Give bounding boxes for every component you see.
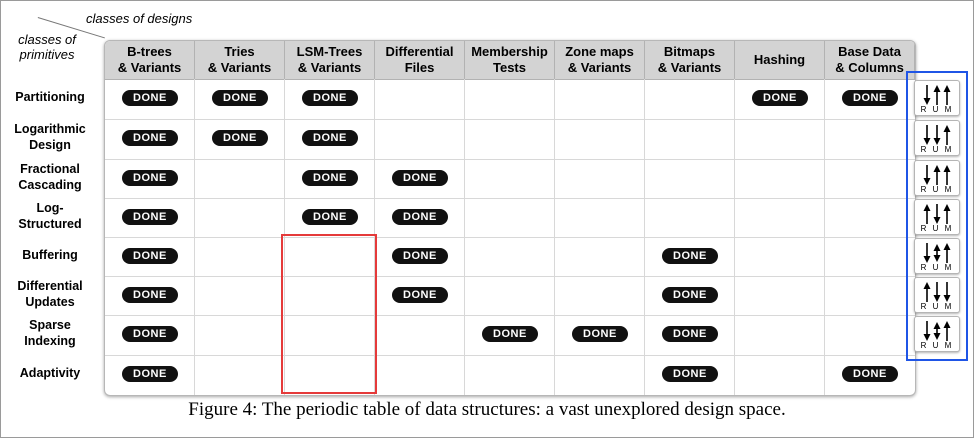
rum-arrows-icon — [923, 85, 951, 105]
row-label: Fractional Cascading — [18, 161, 82, 192]
done-badge: DONE — [662, 326, 718, 342]
row-label: Buffering — [22, 247, 78, 262]
done-badge: DONE — [572, 326, 628, 342]
rum-arrows-icon — [923, 243, 951, 263]
done-badge: DONE — [662, 287, 718, 303]
row-divider — [105, 355, 915, 356]
done-badge: DONE — [392, 209, 448, 225]
rum-indicator: R U M — [914, 316, 960, 352]
rum-indicator: R U M — [914, 199, 960, 235]
row-divider — [105, 315, 915, 316]
lsm-highlight-box — [281, 234, 377, 394]
rum-arrows-icon — [923, 125, 951, 145]
done-badge: DONE — [122, 248, 178, 264]
row-divider — [105, 159, 915, 160]
rum-letters: R U M — [920, 341, 954, 350]
done-badge: DONE — [842, 366, 898, 382]
rum-indicator: R U M — [914, 277, 960, 313]
done-badge: DONE — [122, 209, 178, 225]
rum-indicator: R U M — [914, 120, 960, 156]
rum-letters: R U M — [920, 224, 954, 233]
corner-top-label: classes of designs — [86, 11, 193, 26]
rum-arrows-icon — [923, 165, 951, 185]
row-label: Partitioning — [15, 90, 85, 104]
done-badge: DONE — [842, 90, 898, 106]
rum-letters: R U M — [920, 105, 954, 114]
done-badge: DONE — [122, 90, 178, 106]
column-header: Base Data & Columns — [825, 41, 915, 80]
done-badge: DONE — [392, 287, 448, 303]
row-divider — [105, 119, 915, 120]
column-header: Tries & Variants — [195, 41, 285, 80]
done-badge: DONE — [302, 90, 358, 106]
column-header: Bitmaps & Variants — [645, 41, 735, 80]
rum-arrows-icon — [923, 321, 951, 341]
rum-highlight-box — [906, 71, 968, 361]
done-badge: DONE — [122, 130, 178, 146]
rum-arrows-icon — [923, 282, 951, 302]
done-badge: DONE — [392, 170, 448, 186]
column-header: LSM-Trees & Variants — [285, 41, 375, 80]
done-badge: DONE — [122, 287, 178, 303]
done-badge: DONE — [302, 170, 358, 186]
done-badge: DONE — [302, 130, 358, 146]
rum-letters: R U M — [920, 185, 954, 194]
done-badge: DONE — [122, 326, 178, 342]
done-badge: DONE — [302, 209, 358, 225]
figure-caption: Figure 4: The periodic table of data str… — [188, 399, 786, 420]
corner-left-label: classes of primitives — [18, 32, 76, 62]
column-header: B-trees & Variants — [105, 41, 195, 80]
rum-letters: R U M — [920, 302, 954, 311]
row-label: Differential Updates — [17, 278, 83, 309]
row-label: Log- Structured — [18, 200, 82, 231]
row-label: Sparse Indexing — [24, 318, 76, 348]
row-divider — [105, 198, 915, 199]
done-badge: DONE — [212, 90, 268, 106]
rum-arrows-icon — [923, 204, 951, 224]
rum-indicator: R U M — [914, 80, 960, 116]
done-badge: DONE — [752, 90, 808, 106]
done-badge: DONE — [662, 366, 718, 382]
column-header: Zone maps & Variants — [555, 41, 645, 80]
rum-indicator: R U M — [914, 238, 960, 274]
column-header: Differential Files — [375, 41, 465, 80]
column-header: Membership Tests — [465, 41, 555, 80]
done-badge: DONE — [122, 366, 178, 382]
done-badge: DONE — [662, 248, 718, 264]
column-header: Hashing — [735, 41, 825, 80]
row-divider — [105, 276, 915, 277]
done-badge: DONE — [122, 170, 178, 186]
rum-letters: R U M — [920, 145, 954, 154]
row-label: Adaptivity — [19, 366, 81, 380]
rum-indicator: R U M — [914, 160, 960, 196]
rum-letters: R U M — [920, 263, 954, 272]
row-divider — [105, 237, 915, 238]
done-badge: DONE — [212, 130, 268, 146]
done-badge: DONE — [482, 326, 538, 342]
done-badge: DONE — [392, 248, 448, 264]
row-label: Logarithmic Design — [14, 122, 86, 152]
